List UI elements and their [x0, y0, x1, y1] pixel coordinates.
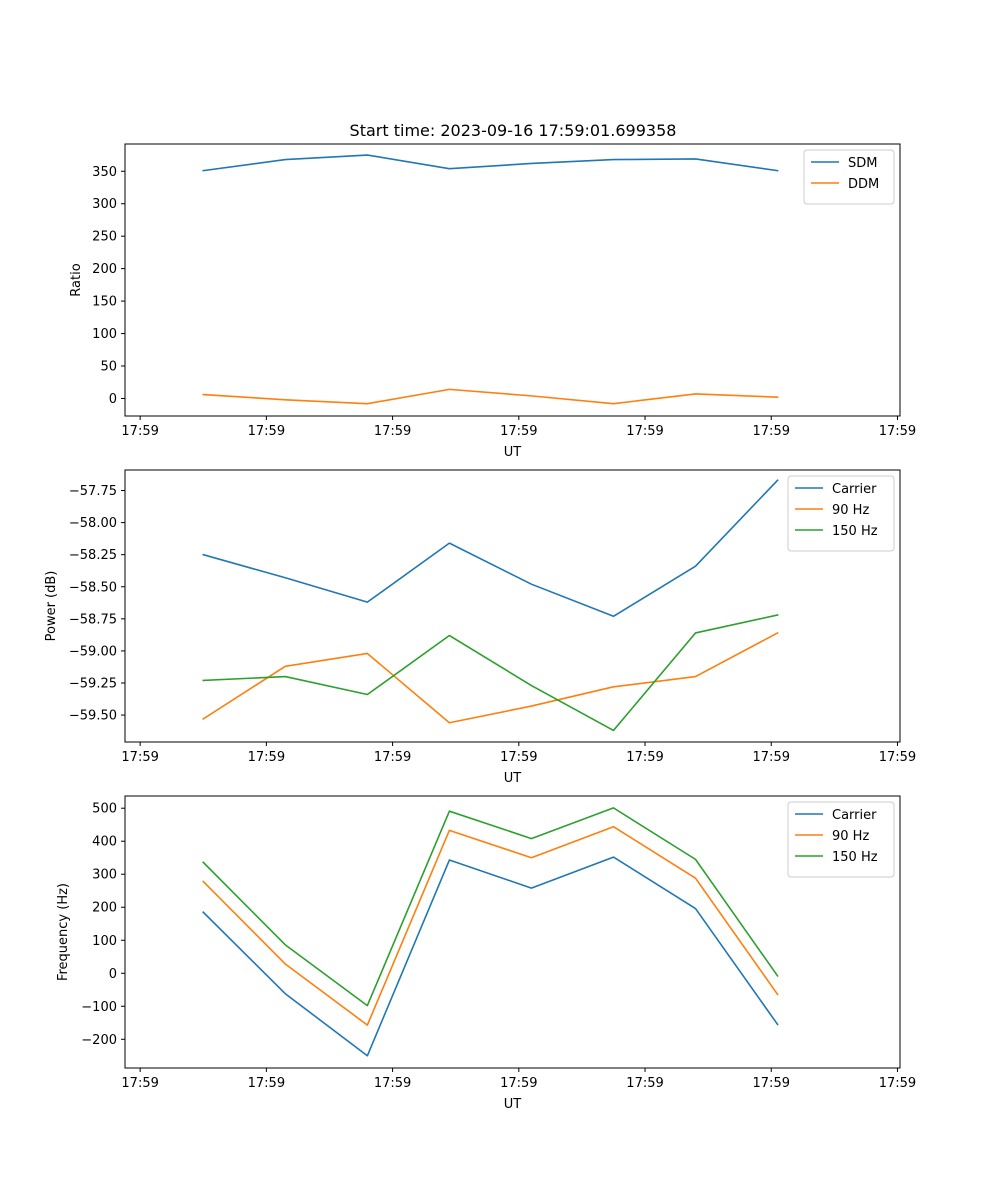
legend-label: Carrier: [832, 808, 877, 823]
y-tick-label: 500: [92, 802, 117, 817]
y-axis-label: Frequency (Hz): [56, 883, 71, 981]
x-tick-label: 17:59: [500, 424, 537, 439]
figure-title: Start time: 2023-09-16 17:59:01.699358: [350, 121, 677, 140]
y-tick-label: −58.00: [69, 516, 117, 531]
axes-frame: [124, 143, 901, 417]
legend-box: [803, 149, 895, 205]
y-tick-label: 0: [109, 967, 117, 982]
y-tick-label: 0: [109, 392, 117, 407]
x-tick-label: 17:59: [753, 424, 790, 439]
x-axis-label: UT: [504, 1097, 522, 1112]
series-line-carrier: [202, 479, 779, 618]
x-tick-label: 17:59: [121, 1076, 158, 1091]
y-axis-label: Power (dB): [44, 571, 59, 642]
legend: Carrier 90 Hz 150 Hz: [787, 801, 895, 878]
x-tick-label: 17:59: [500, 750, 537, 765]
y-tick-label: −100: [81, 1000, 117, 1015]
legend: SDM DDM: [803, 149, 895, 205]
y-tick-label: −57.75: [69, 484, 117, 499]
y-tick-label: −59.00: [69, 644, 117, 659]
x-tick-label: 17:59: [879, 750, 916, 765]
legend-label: DDM: [848, 177, 879, 192]
y-tick-label: −58.75: [69, 612, 117, 627]
x-tick-label: 17:59: [248, 1076, 285, 1091]
x-tick-label: 17:59: [753, 750, 790, 765]
panel-3: 17:5917:5917:5917:5917:5917:5917:5918:00…: [56, 795, 916, 1112]
legend-label: Carrier: [832, 482, 877, 497]
y-tick-label: 350: [92, 165, 117, 180]
series-line-90-hz: [202, 825, 779, 1026]
panel-2: 17:5917:5917:5917:5917:5917:5917:5918:00…: [44, 469, 916, 786]
y-tick-label: 250: [92, 230, 117, 245]
x-tick-label: 17:59: [248, 750, 285, 765]
series-line-ddm: [202, 388, 779, 405]
legend-box: [787, 475, 895, 552]
series-line-150-hz: [202, 614, 779, 732]
y-tick-label: 200: [92, 262, 117, 277]
series-line-sdm: [202, 154, 779, 172]
y-tick-label: 150: [92, 295, 117, 310]
y-tick-label: 100: [92, 327, 117, 342]
series-line-carrier: [202, 856, 779, 1057]
y-tick-label: −58.50: [69, 580, 117, 595]
legend-label: 90 Hz: [832, 503, 869, 518]
y-tick-label: 50: [100, 360, 117, 375]
x-tick-label: 17:59: [626, 424, 663, 439]
legend-box: [787, 801, 895, 878]
legend-label: 90 Hz: [832, 829, 869, 844]
y-axis-label: Ratio: [69, 263, 84, 296]
x-axis-label: UT: [504, 445, 522, 460]
series-line-90-hz: [202, 631, 779, 724]
series-line-150-hz: [202, 807, 779, 1007]
x-tick-label: 17:59: [374, 424, 411, 439]
y-tick-label: −200: [81, 1033, 117, 1048]
axes-frame: [124, 795, 901, 1069]
legend-label: 150 Hz: [832, 850, 878, 865]
x-tick-label: 17:59: [374, 750, 411, 765]
x-tick-label: 17:59: [121, 750, 158, 765]
y-tick-label: −59.25: [69, 676, 117, 691]
y-tick-label: −59.50: [69, 709, 117, 724]
x-tick-label: 17:59: [121, 424, 158, 439]
x-axis-label: UT: [504, 771, 522, 786]
x-tick-label: 17:59: [753, 1076, 790, 1091]
y-tick-label: 300: [92, 197, 117, 212]
y-tick-label: 400: [92, 835, 117, 850]
x-tick-label: 17:59: [626, 1076, 663, 1091]
x-tick-label: 17:59: [879, 1076, 916, 1091]
x-tick-label: 17:59: [879, 424, 916, 439]
legend-label: SDM: [848, 156, 877, 171]
y-tick-label: 300: [92, 868, 117, 883]
y-tick-label: −58.25: [69, 548, 117, 563]
legend: Carrier 90 Hz 150 Hz: [787, 475, 895, 552]
y-tick-label: 100: [92, 934, 117, 949]
y-tick-label: 200: [92, 901, 117, 916]
legend-label: 150 Hz: [832, 524, 878, 539]
axes-frame: [124, 469, 901, 743]
x-tick-label: 17:59: [248, 424, 285, 439]
panel-1: 17:5917:5917:5917:5917:5917:5917:5918:00…: [69, 143, 916, 460]
x-tick-label: 17:59: [626, 750, 663, 765]
x-tick-label: 17:59: [374, 1076, 411, 1091]
x-tick-label: 17:59: [500, 1076, 537, 1091]
